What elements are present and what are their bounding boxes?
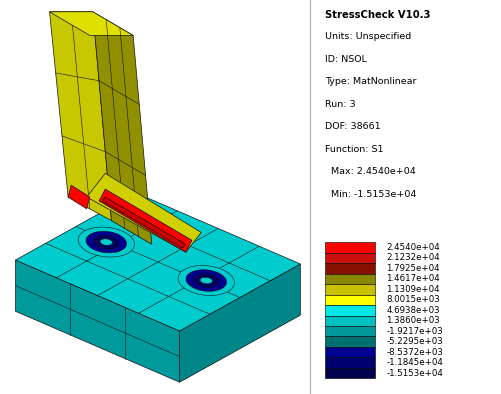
Bar — [325, 326, 375, 336]
Polygon shape — [99, 189, 192, 252]
Text: Run: 3: Run: 3 — [325, 100, 356, 109]
Bar — [325, 263, 375, 274]
Text: DOF: 38661: DOF: 38661 — [325, 122, 381, 131]
Text: Function: S1: Function: S1 — [325, 145, 383, 154]
Text: ID: NSOL: ID: NSOL — [325, 55, 367, 64]
Text: 2.4540e+04: 2.4540e+04 — [386, 243, 440, 252]
Text: 1.7925e+04: 1.7925e+04 — [386, 264, 440, 273]
Polygon shape — [68, 185, 90, 209]
Bar — [325, 242, 375, 253]
Text: 2.1232e+04: 2.1232e+04 — [386, 253, 440, 262]
Text: 1.4617e+04: 1.4617e+04 — [386, 274, 440, 283]
Text: Max: 2.4540e+04: Max: 2.4540e+04 — [325, 167, 416, 176]
Text: Type: MatNonlinear: Type: MatNonlinear — [325, 77, 416, 86]
Polygon shape — [186, 270, 226, 291]
Polygon shape — [200, 277, 212, 284]
Polygon shape — [50, 12, 133, 35]
Bar — [325, 253, 375, 263]
Bar — [325, 284, 375, 295]
Bar — [325, 295, 375, 305]
Polygon shape — [16, 260, 179, 382]
Text: 8.0015e+03: 8.0015e+03 — [386, 296, 440, 304]
Polygon shape — [193, 274, 219, 287]
Text: -1.1845e+04: -1.1845e+04 — [386, 358, 443, 367]
Text: -1.5153e+04: -1.5153e+04 — [386, 368, 443, 377]
Text: -1.9217e+03: -1.9217e+03 — [386, 327, 443, 336]
Text: StressCheck V10.3: StressCheck V10.3 — [325, 10, 430, 20]
Polygon shape — [94, 235, 119, 249]
Polygon shape — [50, 12, 111, 221]
Bar — [325, 368, 375, 378]
Polygon shape — [86, 231, 127, 253]
Bar — [325, 274, 375, 284]
Polygon shape — [179, 264, 300, 382]
Polygon shape — [87, 173, 201, 252]
Polygon shape — [100, 239, 112, 245]
Bar — [325, 347, 375, 357]
Text: 1.3860e+03: 1.3860e+03 — [386, 316, 440, 325]
Text: Units: Unspecified: Units: Unspecified — [325, 32, 411, 41]
Text: -5.2295e+03: -5.2295e+03 — [386, 337, 443, 346]
Polygon shape — [102, 197, 186, 248]
Polygon shape — [16, 193, 300, 331]
Text: Min: -1.5153e+04: Min: -1.5153e+04 — [325, 190, 416, 199]
Polygon shape — [78, 227, 134, 257]
Polygon shape — [93, 12, 152, 244]
Bar — [325, 316, 375, 326]
Text: -8.5372e+03: -8.5372e+03 — [386, 348, 443, 357]
Text: 4.6938e+03: 4.6938e+03 — [386, 306, 440, 315]
Bar — [325, 305, 375, 316]
Text: 1.1309e+04: 1.1309e+04 — [386, 285, 440, 294]
Bar — [325, 357, 375, 368]
Bar — [325, 336, 375, 347]
Polygon shape — [178, 266, 234, 296]
